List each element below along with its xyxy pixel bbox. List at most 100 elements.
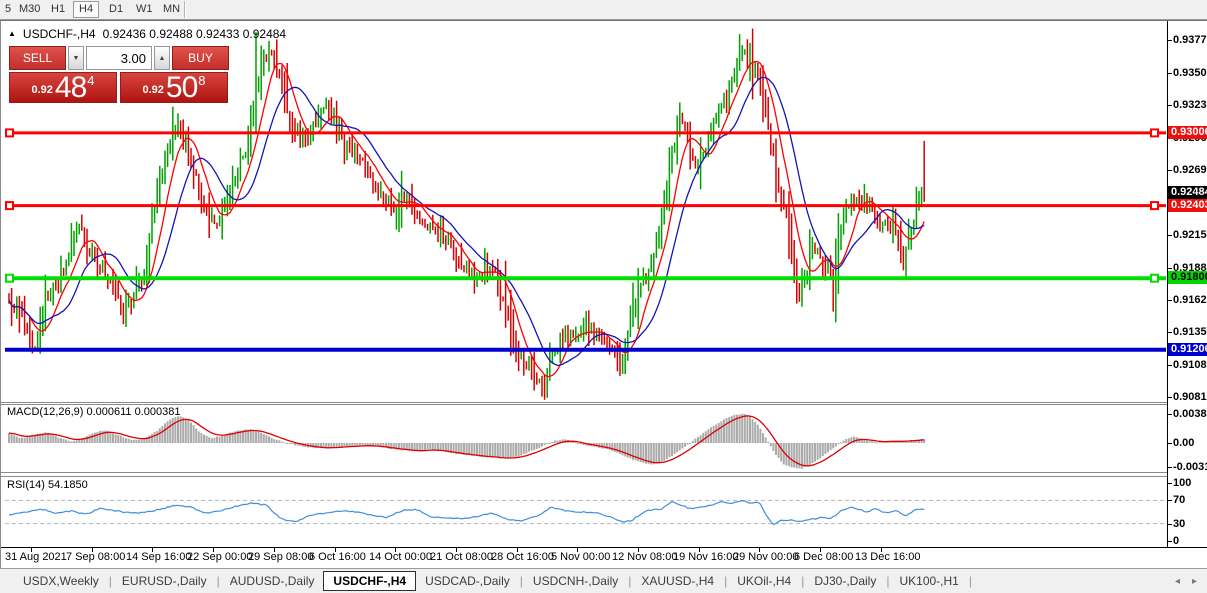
chart-window: ▲ USDCHF-,H4 0.92436 0.92488 0.92433 0.9… [0,20,1207,568]
time-label: 28 Oct 16:00 [491,551,554,563]
macd-signal-line [8,415,925,467]
price-tick-mark [1167,268,1172,269]
timeframe-toolbar: 5 M30 H1 H4 D1 W1 MN [0,0,1207,20]
price-tick-label: 0.93505 [1173,67,1207,79]
chart-tab-audusd-daily[interactable]: AUDUSD-,Daily [229,574,315,588]
chart-tab-usdx-weekly[interactable]: USDX,Weekly [23,574,99,588]
macd-tick-mark [1167,467,1172,468]
rsi-line [8,500,925,526]
buy-button[interactable]: BUY [172,46,229,70]
chart-tab-usdcnh-daily[interactable]: USDCNH-,Daily [532,574,619,588]
buy-price-sup: 8 [198,73,206,88]
chart-title: ▲ USDCHF-,H4 0.92436 0.92488 0.92433 0.9… [8,27,286,41]
collapse-panel-icon[interactable]: ▲ [8,29,16,38]
hline-handle[interactable] [5,128,14,138]
hline-handle[interactable] [1150,201,1159,211]
tab-divider: | [108,574,112,588]
time-tick-mark [820,548,821,552]
tab-scroll-left-icon[interactable]: ◂ [1174,575,1180,587]
ma-line-18 [8,76,925,367]
macd-tick-label: 0.00 [1173,437,1195,449]
sell-button[interactable]: SELL [9,46,66,70]
hline-handle[interactable] [1150,128,1159,138]
time-axis-border [1,547,1207,548]
pane-splitter-rsi[interactable] [1,472,1167,477]
chart-tab-uk100-h1[interactable]: UK100-,H1 [899,574,959,588]
time-tick-mark [638,548,639,552]
time-label: 12 Nov 08:00 [612,551,678,563]
sell-price-box[interactable]: 0.92 48 4 [9,72,117,103]
rsi-tick-label: 0 [1173,535,1180,547]
timeframe-button-d1[interactable]: D1 [109,3,124,15]
price-marker-0.92484: 0.92484 [1168,186,1207,199]
time-label: 19 Nov 16:00 [673,551,739,563]
price-tick-mark [1167,170,1172,171]
timeframe-button-h4[interactable]: H4 [73,1,100,18]
tab-divider: | [886,574,890,588]
time-label: 22 Sep 00:00 [187,551,253,563]
tab-divider: | [216,574,220,588]
timeframe-button-w1[interactable]: W1 [136,3,153,15]
time-label: 7 Sep 08:00 [66,551,126,563]
macd-tick-label: -0.00311 [1173,461,1207,473]
time-tick-mark [759,548,760,552]
chart-symbol: USDCHF-,H4 [22,27,96,41]
rsi-tick-mark [1167,541,1172,542]
rsi-tick-label: 100 [1173,477,1192,489]
hline-handle[interactable] [5,273,14,283]
chart-tab-xauusd-h4[interactable]: XAUUSD-,H4 [641,574,715,588]
rsi-indicator-label: RSI(14) 54.1850 [7,479,88,491]
price-tick-mark [1167,40,1172,41]
chart-canvas[interactable] [1,21,1167,569]
price-tick-mark [1167,397,1172,398]
chart-tab-eurusd-daily[interactable]: EURUSD-,Daily [121,574,207,588]
hline-handle[interactable] [5,201,14,211]
macd-tick-mark [1167,414,1172,415]
chart-ohlc: 0.92436 0.92488 0.92433 0.92484 [102,27,287,41]
chart-tab-usdcad-daily[interactable]: USDCAD-,Daily [425,574,510,588]
price-tick-label: 0.93235 [1173,99,1207,111]
rsi-tick-label: 30 [1173,518,1186,530]
chart-tab-dj30-daily[interactable]: DJ30-,Daily [814,574,877,588]
price-tick-mark [1167,365,1172,366]
price-marker-0.92403: 0.92403 [1168,199,1207,212]
time-tick-mark [152,548,153,552]
timeframe-button-5[interactable]: 5 [5,3,12,15]
timeframe-button-mn[interactable]: MN [163,3,181,15]
tab-scroll-right-icon[interactable]: ▸ [1191,575,1197,587]
price-axis-border [1167,21,1168,547]
time-label: 21 Oct 08:00 [430,551,493,563]
buy-price-box[interactable]: 0.92 50 8 [120,72,228,103]
rsi-tick-mark [1167,483,1172,484]
tab-divider: | [724,574,728,588]
sell-price-sup: 4 [87,73,95,88]
price-tick-mark [1167,235,1172,236]
time-tick-mark [699,548,700,552]
price-bars [8,28,925,400]
time-tick-mark [456,548,457,552]
time-label: 13 Dec 16:00 [855,551,921,563]
price-axis[interactable]: 0.937750.935050.932350.929650.926950.924… [1167,21,1207,547]
price-tick-mark [1167,105,1172,106]
volume-input[interactable] [86,46,152,70]
time-label: 6 Dec 08:00 [794,551,854,563]
rsi-tick-mark [1167,500,1172,501]
price-tick-mark [1167,300,1172,301]
price-marker-0.91206: 0.91206 [1168,343,1207,356]
hline-handle[interactable] [1150,273,1159,283]
timeframe-button-h1[interactable]: H1 [51,3,66,15]
price-tick-label: 0.93775 [1173,34,1207,46]
timeframe-button-m30[interactable]: M30 [19,3,41,15]
buy-price-big: 50 [165,71,198,104]
sell-price-small: 0.92 [31,84,53,96]
time-tick-mark [335,548,336,552]
chart-tab-ukoil-h4[interactable]: UKOil-,H4 [737,574,792,588]
time-label: 31 Aug 2021 [5,551,67,563]
pane-splitter-macd[interactable] [1,402,1167,405]
volume-decrease-button[interactable]: ▼ [68,46,84,70]
time-label: 29 Nov 00:00 [733,551,799,563]
time-axis[interactable]: 31 Aug 2021 7 Sep 08:00 14 Sep 16:00 22 Sep… [1,548,1167,567]
volume-increase-button[interactable]: ▲ [154,46,170,70]
chart-tab-usdchf-h4[interactable]: USDCHF-,H4 [323,571,417,591]
